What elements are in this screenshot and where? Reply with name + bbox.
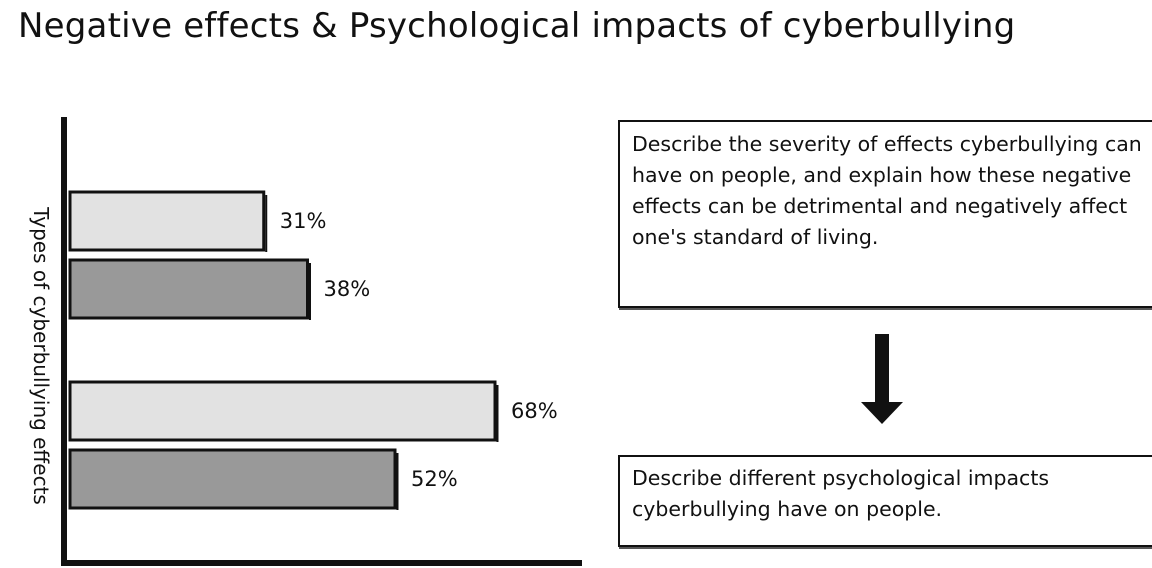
severity-description-box: Describe the severity of effects cyberbu…	[618, 120, 1152, 308]
bar-3	[68, 380, 497, 442]
page-title: Negative effects & Psychological impacts…	[18, 6, 1016, 46]
bar-4	[68, 448, 397, 510]
bar-value-label-2: 38%	[324, 277, 371, 301]
bar-value-label-4: 52%	[411, 467, 458, 491]
bar-value-label-3: 68%	[511, 399, 558, 423]
bar-2	[68, 258, 309, 320]
bar-chart: 31% 38% 68% 52% Types of cyberbullying effe…	[29, 117, 582, 566]
bar-value-label-1: 31%	[280, 209, 327, 233]
bar-1	[68, 190, 266, 252]
severity-description-text: Describe the severity of effects cyberbu…	[632, 132, 1142, 249]
arrow-down-icon	[861, 334, 903, 424]
bars-layer: 31% 38% 68% 52%	[68, 190, 558, 510]
psychological-impacts-text: Describe different psychological impacts…	[632, 466, 1050, 521]
y-axis-label: Types of cyberbullying effects	[29, 206, 53, 505]
psychological-impacts-box: Describe different psychological impacts…	[618, 455, 1152, 547]
